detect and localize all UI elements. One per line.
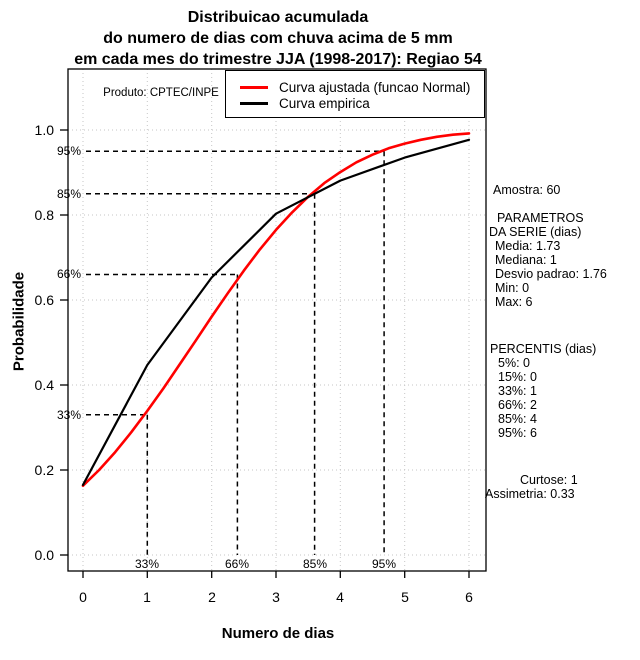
pct-bottom-label-33: 33% [134, 557, 160, 571]
legend-item-empirical: Curva empirica [226, 95, 484, 111]
x-axis-title: Numero de dias [221, 625, 335, 642]
x-tick-label-6: 6 [465, 589, 473, 605]
y-tick-label-0.2: 0.2 [34, 462, 54, 478]
percentis-95: 95%: 6 [498, 426, 537, 440]
percentis-15: 15%: 0 [498, 370, 537, 384]
y-axis-title: Probabilidade [10, 271, 28, 372]
curtose-text: Curtose: 1 [520, 473, 578, 487]
product-label: Produto: CPTEC/INPE [103, 87, 219, 99]
parametros-media: Media: 1.73 [495, 239, 561, 253]
y-tick-label-0.4: 0.4 [34, 377, 54, 393]
pct-bottom-label-66: 66% [224, 557, 250, 571]
chart-title-line2: do numero de dias com chuva acima de 5 m… [103, 30, 453, 47]
y-tick-label-0.8: 0.8 [34, 207, 54, 223]
y-tick-label-0.0: 0.0 [34, 547, 54, 563]
legend: Curva ajustada (funcao Normal) Curva emp… [225, 70, 485, 118]
shape-stats-block: Curtose: 1 Assimetria: 0.33 [485, 473, 578, 501]
pct-left-label-85: 85% [57, 187, 82, 201]
chart-title-line1: Distribuicao acumulada [187, 9, 369, 26]
percentis-5: 5%: 0 [498, 356, 530, 370]
sample-size-text: Amostra: 60 [493, 183, 561, 197]
y-tick-label-0.6: 0.6 [34, 292, 54, 308]
x-tick-label-0: 0 [79, 589, 87, 605]
parametros-min: Min: 0 [495, 281, 530, 295]
sample-size-block: Amostra: 60 [485, 183, 560, 197]
x-tick-label-3: 3 [272, 589, 280, 605]
percentiles-block: PERCENTIS (dias) 5%: 0 15%: 0 33%: 1 66%… [485, 342, 596, 440]
percentis-header: PERCENTIS (dias) [490, 342, 597, 356]
pct-bottom-label-95: 95% [371, 557, 397, 571]
percentis-66: 66%: 2 [498, 398, 537, 412]
legend-item-fitted: Curva ajustada (funcao Normal) [226, 79, 484, 95]
parametros-header: PARAMETROS [497, 211, 584, 225]
pct-left-label-33: 33% [57, 408, 82, 422]
parametros-max: Max: 6 [495, 295, 533, 309]
chart-title: Distribuicao acumulada do numero de dias… [0, 7, 556, 70]
pct-left-label-66: 66% [57, 267, 82, 281]
y-tick-label-1.0: 1.0 [34, 122, 54, 138]
x-tick-label-1: 1 [143, 589, 151, 605]
fitted-curve-swatch [240, 85, 268, 89]
x-tick-label-2: 2 [208, 589, 216, 605]
parametros-mediana: Mediana: 1 [495, 253, 557, 267]
legend-label-empirical: Curva empirica [279, 95, 370, 111]
series-parameters-block: PARAMETROS DA SERIE (dias) Media: 1.73 M… [485, 211, 607, 309]
chart-title-line3: em cada mes do trimestre JJA (1998-2017)… [74, 51, 482, 68]
x-tick-label-5: 5 [401, 589, 409, 605]
parametros-desvio: Desvio padrao: 1.76 [495, 267, 607, 281]
percentis-85: 85%: 4 [498, 412, 537, 426]
pct-left-label-95: 95% [57, 144, 82, 158]
parametros-subheader: DA SERIE (dias) [489, 225, 582, 239]
percentis-33: 33%: 1 [498, 384, 537, 398]
x-tick-label-4: 4 [336, 589, 344, 605]
pct-bottom-label-85: 85% [302, 557, 328, 571]
legend-label-fitted: Curva ajustada (funcao Normal) [279, 79, 471, 95]
empirical-curve-swatch [240, 101, 268, 105]
assimetria-text: Assimetria: 0.33 [485, 487, 575, 501]
